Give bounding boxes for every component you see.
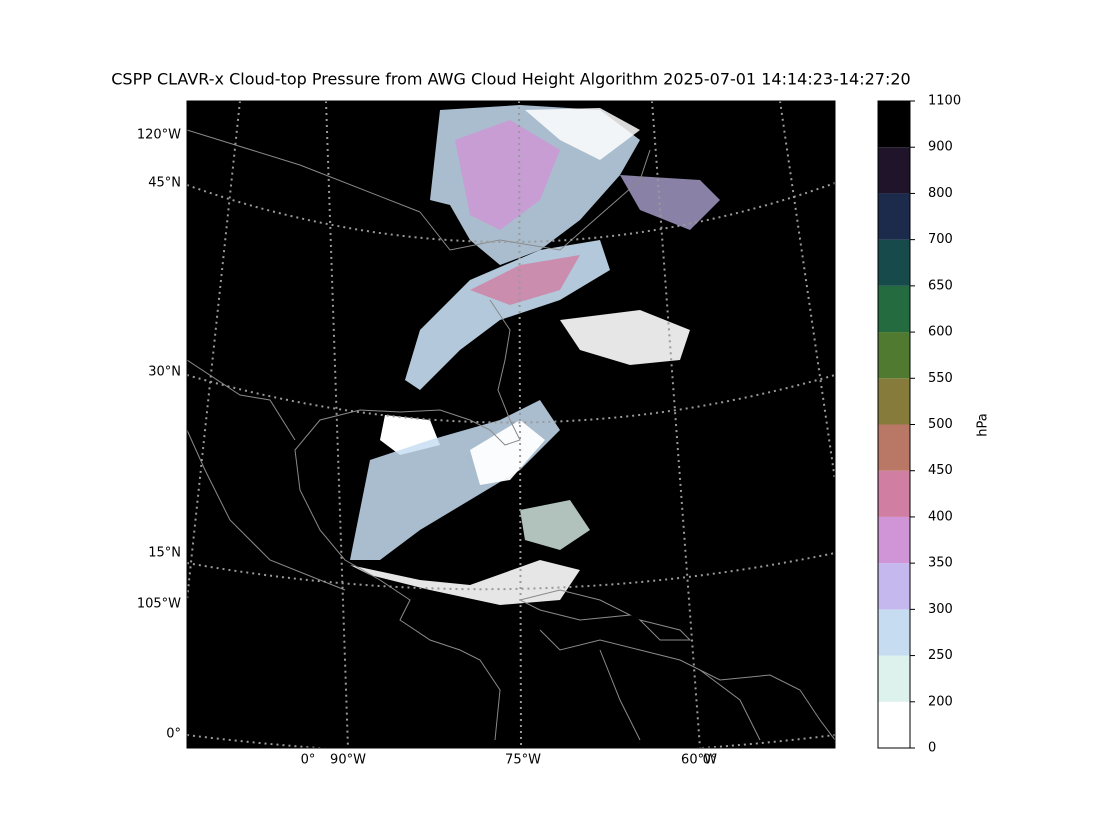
clouds	[350, 105, 720, 605]
lat-lon-label: 120°W	[137, 128, 181, 143]
colorbar-band	[878, 563, 910, 610]
colorbar-tick-label: 400	[928, 509, 953, 524]
colorbar: 0 200 250 300 350 400 450 500 550 600 650 700 800 900…	[877, 94, 961, 756]
lat-lon-label: 105°W	[137, 597, 181, 612]
colorbar-tick-label: 250	[928, 648, 953, 663]
colorbar-tick-label: 600	[928, 325, 953, 340]
colorbar-tick-label: 1100	[928, 94, 961, 109]
lat-lon-label: 15°N	[148, 546, 181, 561]
colorbar-band	[878, 424, 910, 471]
graticule	[187, 101, 835, 748]
lat-lon-label: 30°N	[148, 365, 181, 380]
colorbar-band	[878, 332, 910, 379]
colorbar-band	[878, 701, 910, 748]
colorbar-tick-label: 500	[928, 417, 953, 432]
map-frame	[186, 100, 836, 749]
colorbar-tick-label: 700	[928, 232, 953, 247]
colorbar-band	[878, 516, 910, 564]
lon-label: 0°	[301, 753, 316, 768]
colorbar-band	[878, 239, 910, 286]
lon-label: 90°W	[330, 753, 366, 768]
colorbar-band	[878, 378, 910, 425]
colorbar-band	[878, 609, 910, 656]
colorbar-tick-label: 650	[928, 278, 953, 293]
colorbar-tick-label: 350	[928, 556, 953, 571]
colorbar-tick-label: 800	[928, 186, 953, 201]
colorbar-tick-label: 900	[928, 140, 953, 155]
map-content	[187, 101, 835, 748]
colorbar-band	[878, 147, 910, 194]
colorbar-band	[878, 655, 910, 702]
lon-label: 0°	[703, 753, 718, 768]
colorbar-tick-label: 300	[928, 602, 953, 617]
colorbar-tick-label: 0	[928, 741, 936, 756]
colorbar-label: hPa	[976, 413, 991, 436]
map-title: CSPP CLAVR-x Cloud-top Pressure from AWG…	[111, 70, 910, 89]
colorbar-band	[878, 285, 910, 333]
colorbar-band	[878, 193, 910, 240]
colorbar-tick-label: 200	[928, 694, 953, 709]
lat-lon-label: 45°N	[148, 176, 181, 191]
colorbar-band	[878, 101, 910, 148]
colorbar-tick-label: 550	[928, 371, 953, 386]
colorbar-band	[878, 470, 910, 517]
lon-label: 60°W	[681, 753, 717, 768]
lat-lon-label: 0°	[166, 727, 181, 742]
lon-label: 75°W	[505, 753, 541, 768]
colorbar-tick-label: 450	[928, 463, 953, 478]
map	[186, 100, 836, 749]
